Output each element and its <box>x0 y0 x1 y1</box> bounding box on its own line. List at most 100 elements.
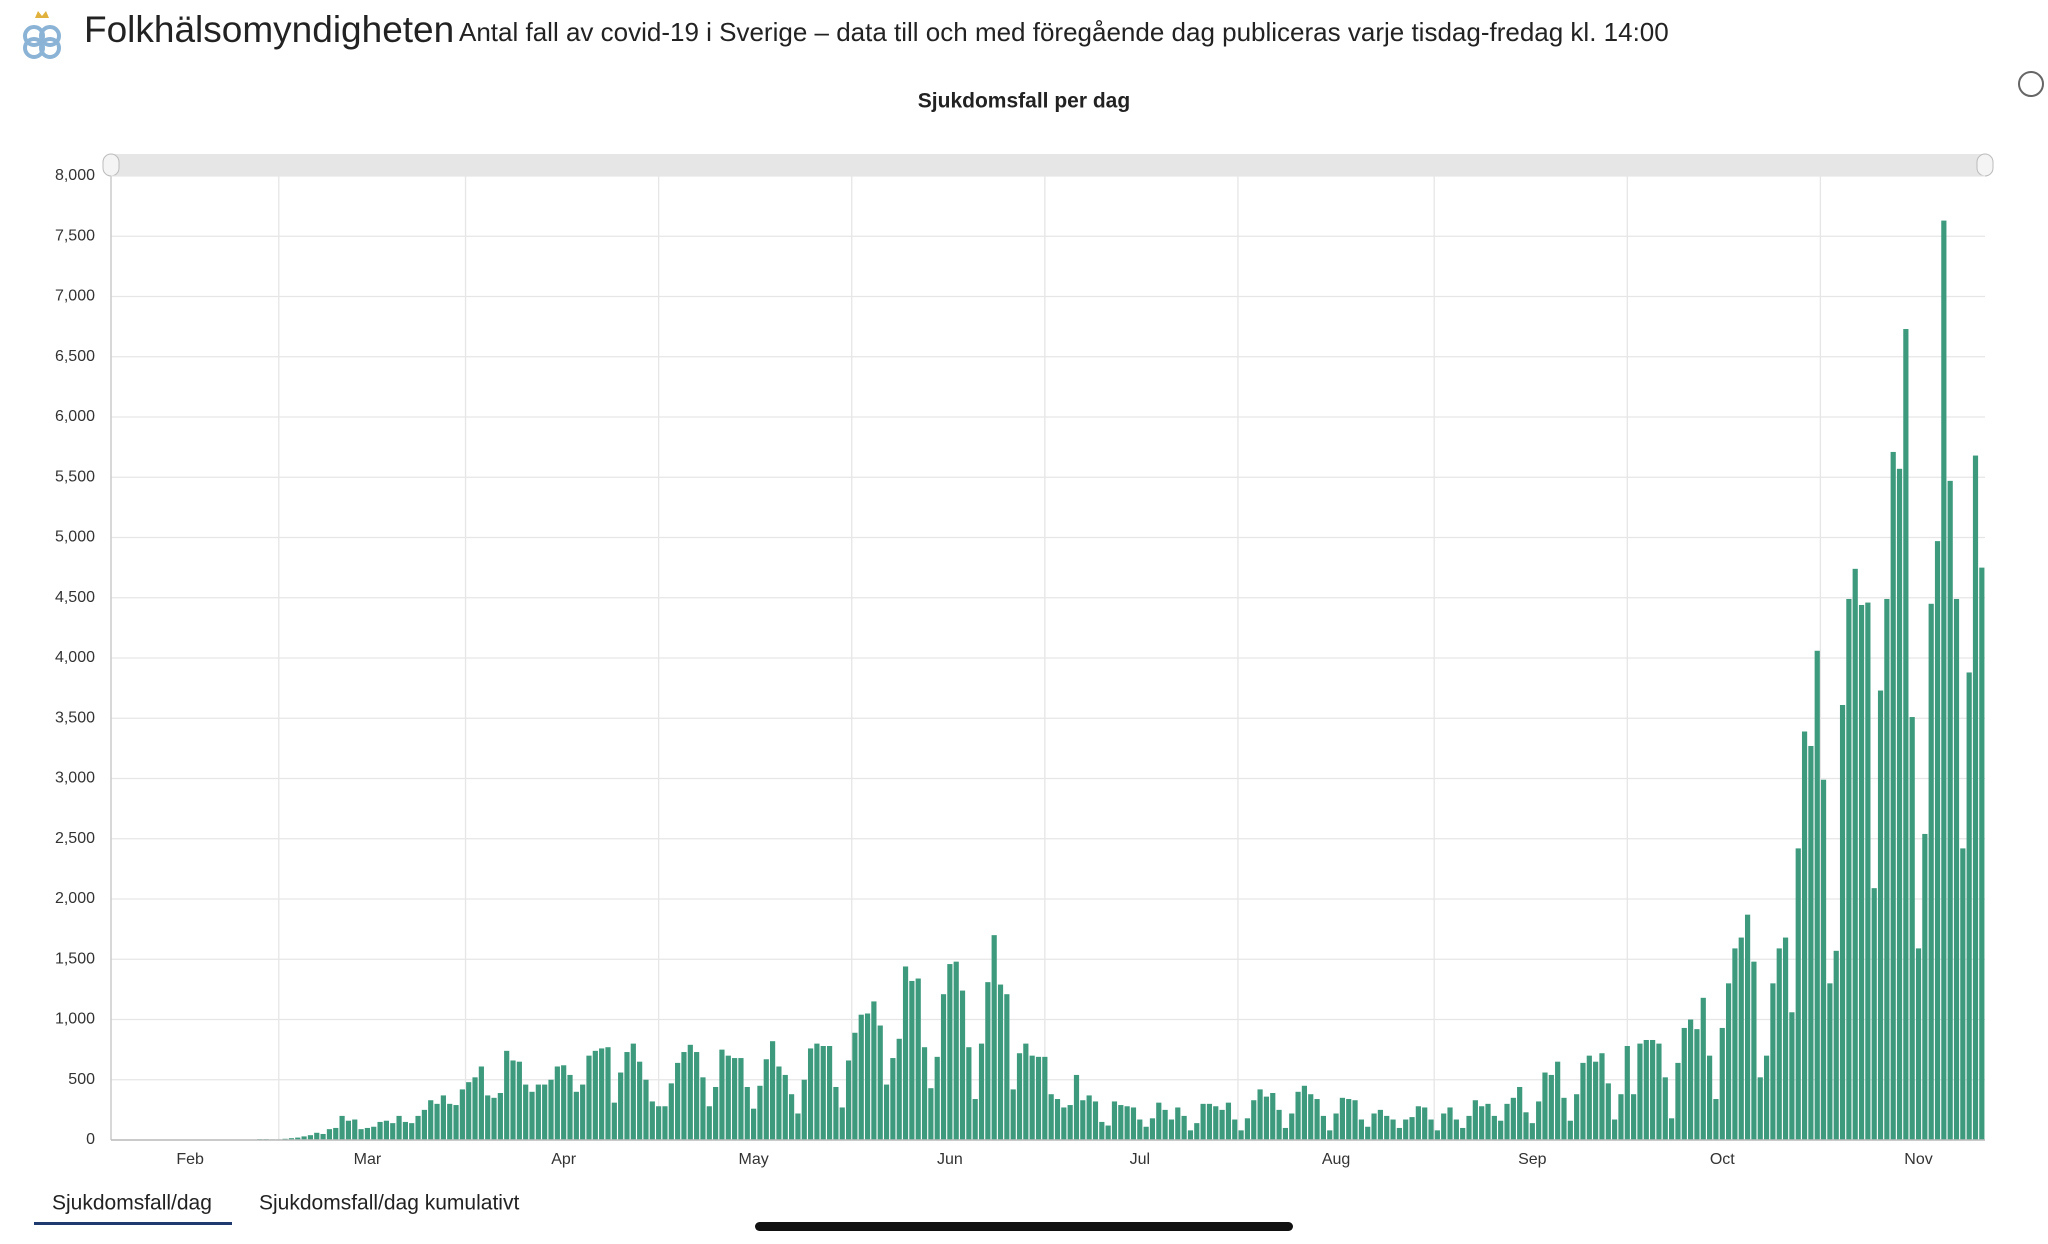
bar <box>314 1132 320 1140</box>
bar <box>1561 1097 1567 1140</box>
bar <box>732 1058 738 1140</box>
bar <box>801 1079 807 1140</box>
bar <box>1947 480 1953 1140</box>
bar <box>1688 1019 1694 1140</box>
bar <box>833 1086 839 1140</box>
bar <box>288 1138 295 1140</box>
bar <box>1453 1119 1459 1140</box>
bar <box>1517 1086 1523 1140</box>
bar <box>1529 1123 1535 1140</box>
logo <box>23 11 61 59</box>
y-tick-label: 2,500 <box>55 830 95 847</box>
bar <box>1694 1029 1700 1140</box>
bar <box>1782 937 1789 1140</box>
bar <box>415 1115 421 1140</box>
bar <box>1194 1123 1200 1140</box>
bar <box>618 1072 624 1140</box>
bar <box>561 1065 567 1140</box>
bar <box>1744 914 1751 1140</box>
bar <box>1643 1039 1649 1140</box>
bar <box>1858 604 1865 1140</box>
bar <box>542 1084 548 1140</box>
bar <box>548 1079 554 1140</box>
bar <box>497 1093 503 1140</box>
bar <box>1789 1012 1795 1140</box>
bar <box>440 1095 446 1140</box>
bar <box>1346 1099 1352 1140</box>
navigator-handle[interactable] <box>1976 153 1994 177</box>
bar <box>1725 983 1732 1140</box>
bar <box>1839 704 1846 1140</box>
bar <box>763 1059 769 1140</box>
bar <box>409 1123 415 1140</box>
x-tick-label: Oct <box>1710 1151 1735 1168</box>
bar <box>694 1052 700 1140</box>
bar <box>611 1102 617 1140</box>
bar <box>643 1079 649 1140</box>
bar <box>1618 1094 1624 1140</box>
y-tick-label: 5,000 <box>55 529 95 546</box>
bar <box>1428 1119 1434 1140</box>
navigator-handle[interactable] <box>102 153 120 177</box>
bar <box>573 1091 579 1140</box>
bar <box>1187 1130 1194 1140</box>
bar <box>1137 1119 1143 1140</box>
bar <box>1472 1100 1478 1140</box>
bar <box>1890 451 1896 1140</box>
x-tick-label: Apr <box>551 1151 577 1168</box>
bar <box>339 1115 345 1140</box>
bar <box>295 1137 301 1140</box>
bar <box>320 1133 326 1140</box>
bar <box>1669 1118 1675 1140</box>
bar <box>1877 690 1884 1140</box>
bar <box>1707 1055 1713 1140</box>
bar <box>985 982 991 1140</box>
bar <box>1966 672 1972 1140</box>
bar <box>1029 1055 1035 1140</box>
tab-active[interactable]: Sjukdomsfall/dag <box>52 1192 212 1215</box>
fullscreen-button[interactable] <box>2018 71 2044 97</box>
bar <box>1270 1093 1276 1140</box>
bar <box>1035 1056 1042 1140</box>
bar <box>820 1046 826 1140</box>
bar <box>839 1107 845 1140</box>
bar <box>1491 1115 1497 1140</box>
bar <box>1086 1095 1092 1140</box>
bar <box>738 1058 744 1140</box>
bar <box>1510 1097 1516 1140</box>
bar <box>1909 717 1915 1140</box>
bar <box>1447 1107 1453 1140</box>
bar <box>1263 1096 1270 1140</box>
bar <box>1599 1053 1605 1140</box>
bar <box>478 1066 484 1140</box>
bar <box>826 1046 833 1140</box>
bar <box>1738 937 1744 1140</box>
bar <box>934 1056 940 1140</box>
y-tick-label: 1,500 <box>55 950 95 967</box>
bar <box>1934 541 1941 1140</box>
bar <box>1257 1089 1263 1140</box>
y-tick-label: 0 <box>86 1131 95 1148</box>
bar <box>706 1106 712 1140</box>
bar <box>1105 1125 1111 1140</box>
bar <box>1523 1112 1529 1140</box>
bar <box>1048 1094 1054 1140</box>
bar <box>352 1119 358 1140</box>
bar <box>1206 1103 1213 1140</box>
bar <box>599 1048 605 1140</box>
tab[interactable]: Sjukdomsfall/dag kumulativt <box>259 1192 519 1215</box>
bar <box>586 1055 592 1140</box>
bar <box>1941 220 1947 1140</box>
bar <box>1434 1130 1440 1140</box>
y-tick-label: 6,500 <box>55 348 95 365</box>
bar <box>1637 1043 1643 1140</box>
y-tick-label: 7,500 <box>55 227 95 244</box>
y-tick-label: 1,000 <box>55 1011 95 1028</box>
bar <box>630 1043 636 1140</box>
bar <box>782 1074 788 1140</box>
bar <box>700 1077 706 1140</box>
bar <box>345 1120 352 1140</box>
navigator[interactable] <box>111 154 1985 176</box>
bar <box>675 1062 681 1140</box>
